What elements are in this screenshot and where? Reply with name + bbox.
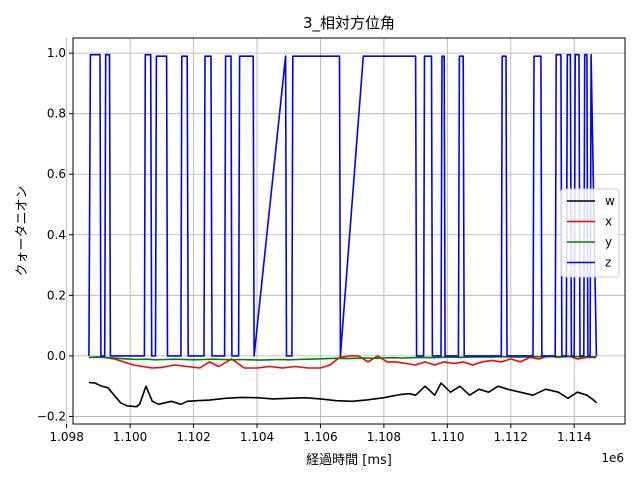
- x-tick-label: 1.108: [367, 430, 401, 444]
- y-tick-label: 0.4: [47, 228, 66, 242]
- x-tick-label: 1.114: [557, 430, 591, 444]
- series-line-x: [88, 355, 597, 369]
- y-tick-label: 0.6: [47, 167, 66, 181]
- series-line-w: [88, 381, 597, 408]
- legend-label-w: w: [605, 194, 615, 208]
- series-line-y: [88, 355, 597, 361]
- legend-label-z: z: [605, 256, 611, 270]
- y-tick-label: 0.0: [47, 349, 66, 363]
- chart-title: 3_相対方位角: [303, 14, 395, 33]
- y-tick-label: 1.0: [47, 46, 66, 60]
- x-tick-label: 1.104: [240, 430, 274, 444]
- legend-box: [560, 188, 620, 278]
- x-tick-label: 1.098: [49, 430, 83, 444]
- legend-label-y: y: [605, 235, 612, 249]
- x-tick-label: 1.100: [113, 430, 147, 444]
- x-tick-label: 1.106: [303, 430, 337, 444]
- x-tick-label: 1.112: [494, 430, 528, 444]
- x-tick-label: 1.110: [430, 430, 464, 444]
- x-axis-label: 経過時間 [ms]: [306, 453, 392, 468]
- x-tick-label: 1.102: [176, 430, 210, 444]
- axis-ticks: 1.098 1.100 1.102 1.104 1.106 1.108 1.110 1.112…: [37, 46, 592, 444]
- y-axis-label: クォータニオン: [15, 185, 30, 276]
- y-tick-label: 0.8: [47, 107, 66, 121]
- y-tick-label: −0.2: [37, 409, 66, 423]
- y-tick-label: 0.2: [47, 288, 66, 302]
- legend-label-x: x: [605, 215, 612, 229]
- x-offset-label: 1e6: [601, 451, 624, 465]
- plot-frame: [72, 37, 626, 425]
